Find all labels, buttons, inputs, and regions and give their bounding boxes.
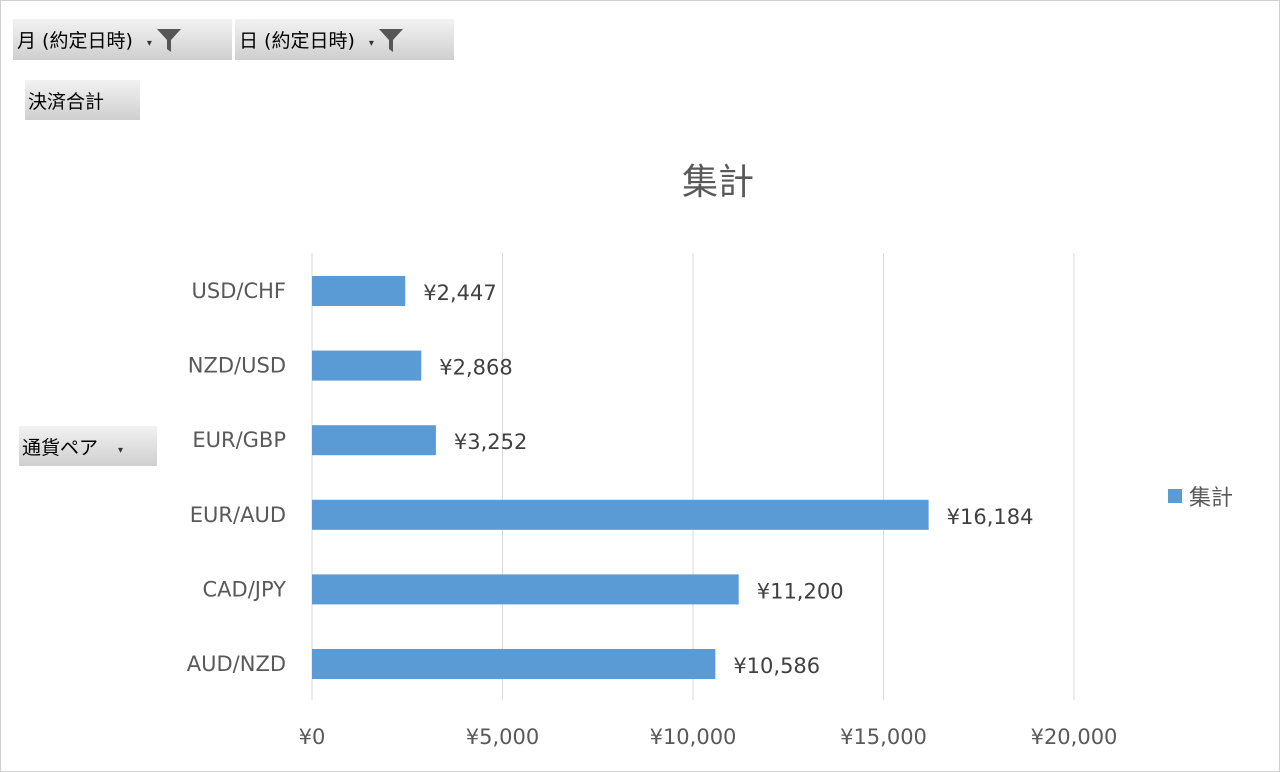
month-filter-button[interactable]: 月 (約定日時) ▾ bbox=[13, 19, 232, 60]
bar bbox=[312, 425, 436, 456]
x-tick-label: ¥0 bbox=[299, 725, 326, 749]
bar bbox=[312, 276, 406, 306]
bar bbox=[312, 350, 422, 381]
data-label: ¥2,447 bbox=[423, 281, 496, 305]
x-tick-label: ¥10,000 bbox=[650, 725, 737, 749]
dropdown-arrow-icon: ▾ bbox=[118, 444, 124, 456]
x-tick-label: ¥20,000 bbox=[1031, 725, 1118, 749]
day-filter-button[interactable]: 日 (約定日時) ▾ bbox=[235, 19, 454, 60]
legend: 集計 bbox=[1168, 480, 1233, 512]
bar bbox=[312, 574, 739, 605]
value-field-button[interactable]: 決済合計 bbox=[25, 80, 140, 120]
x-tick-label: ¥5,000 bbox=[466, 725, 539, 749]
row-field-button[interactable]: 通貨ペア ▾ bbox=[19, 426, 157, 466]
filter-icon bbox=[156, 28, 181, 52]
legend-label: 集計 bbox=[1189, 486, 1234, 511]
category-label: USD/CHF bbox=[192, 279, 286, 303]
day-field-label: 日 (約定日時) bbox=[239, 30, 355, 52]
category-label: AUD/NZD bbox=[187, 652, 286, 676]
month-field-label: 月 (約定日時) bbox=[17, 30, 133, 52]
category-label: EUR/AUD bbox=[190, 503, 286, 527]
data-label: ¥16,184 bbox=[947, 505, 1034, 529]
value-field-label: 決済合計 bbox=[28, 90, 105, 113]
row-field-label: 通貨ペア bbox=[22, 436, 99, 459]
bar bbox=[312, 649, 716, 679]
x-tick-label: ¥15,000 bbox=[840, 725, 927, 749]
data-label: ¥2,868 bbox=[439, 356, 512, 380]
bar bbox=[312, 499, 929, 530]
category-label: CAD/JPY bbox=[203, 577, 287, 601]
data-label: ¥11,200 bbox=[757, 579, 844, 603]
filter-icon bbox=[378, 28, 403, 52]
category-label: EUR/GBP bbox=[192, 428, 286, 452]
legend-swatch bbox=[1168, 489, 1182, 503]
dropdown-arrow-icon: ▾ bbox=[368, 38, 374, 49]
data-label: ¥10,586 bbox=[733, 654, 820, 678]
chart-title: 集計 bbox=[682, 162, 754, 203]
dropdown-arrow-icon: ▾ bbox=[146, 38, 152, 49]
data-label: ¥3,252 bbox=[454, 430, 527, 454]
category-label: NZD/USD bbox=[188, 354, 286, 378]
